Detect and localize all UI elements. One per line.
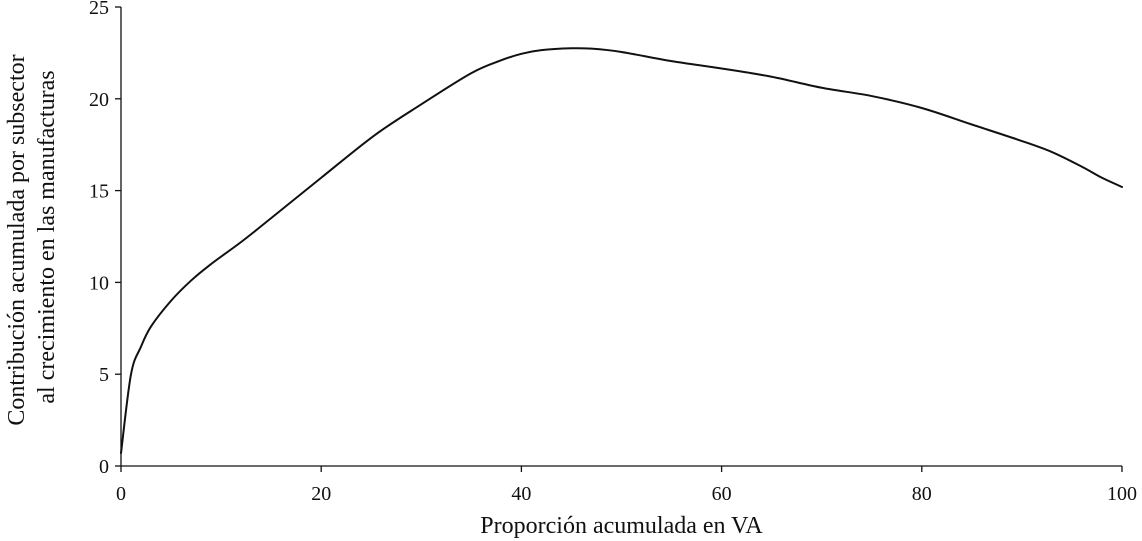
y-tick-label: 10 (89, 272, 109, 294)
x-tick-label: 100 (1107, 483, 1137, 505)
y-tick-label: 5 (99, 364, 109, 386)
x-axis-title: Proporción acumulada en VA (480, 513, 763, 539)
x-axis-ticks: 0 20 40 60 80 100 (116, 466, 1137, 505)
y-tick-label: 0 (99, 456, 109, 478)
axes (120, 7, 1122, 467)
y-axis-title-line-2: al crecimiento en las manufacturas (34, 70, 60, 403)
x-tick-label: 80 (912, 483, 932, 505)
x-tick-label: 60 (712, 483, 732, 505)
series-line (120, 47, 1123, 455)
x-tick-label: 0 (116, 483, 126, 505)
y-axis-title-line-1: Contribución acumulada por subsector (4, 54, 30, 425)
y-tick-label: 20 (89, 89, 109, 111)
y-tick-label: 25 (89, 0, 109, 19)
x-tick-label: 40 (511, 483, 531, 505)
y-axis-ticks: 0 5 10 15 20 25 (89, 0, 121, 478)
x-tick-label: 20 (311, 483, 331, 505)
y-tick-label: 15 (89, 181, 109, 203)
series-group (120, 47, 1123, 455)
y-axis-title: Contribución acumulada por subsector al … (4, 48, 60, 425)
